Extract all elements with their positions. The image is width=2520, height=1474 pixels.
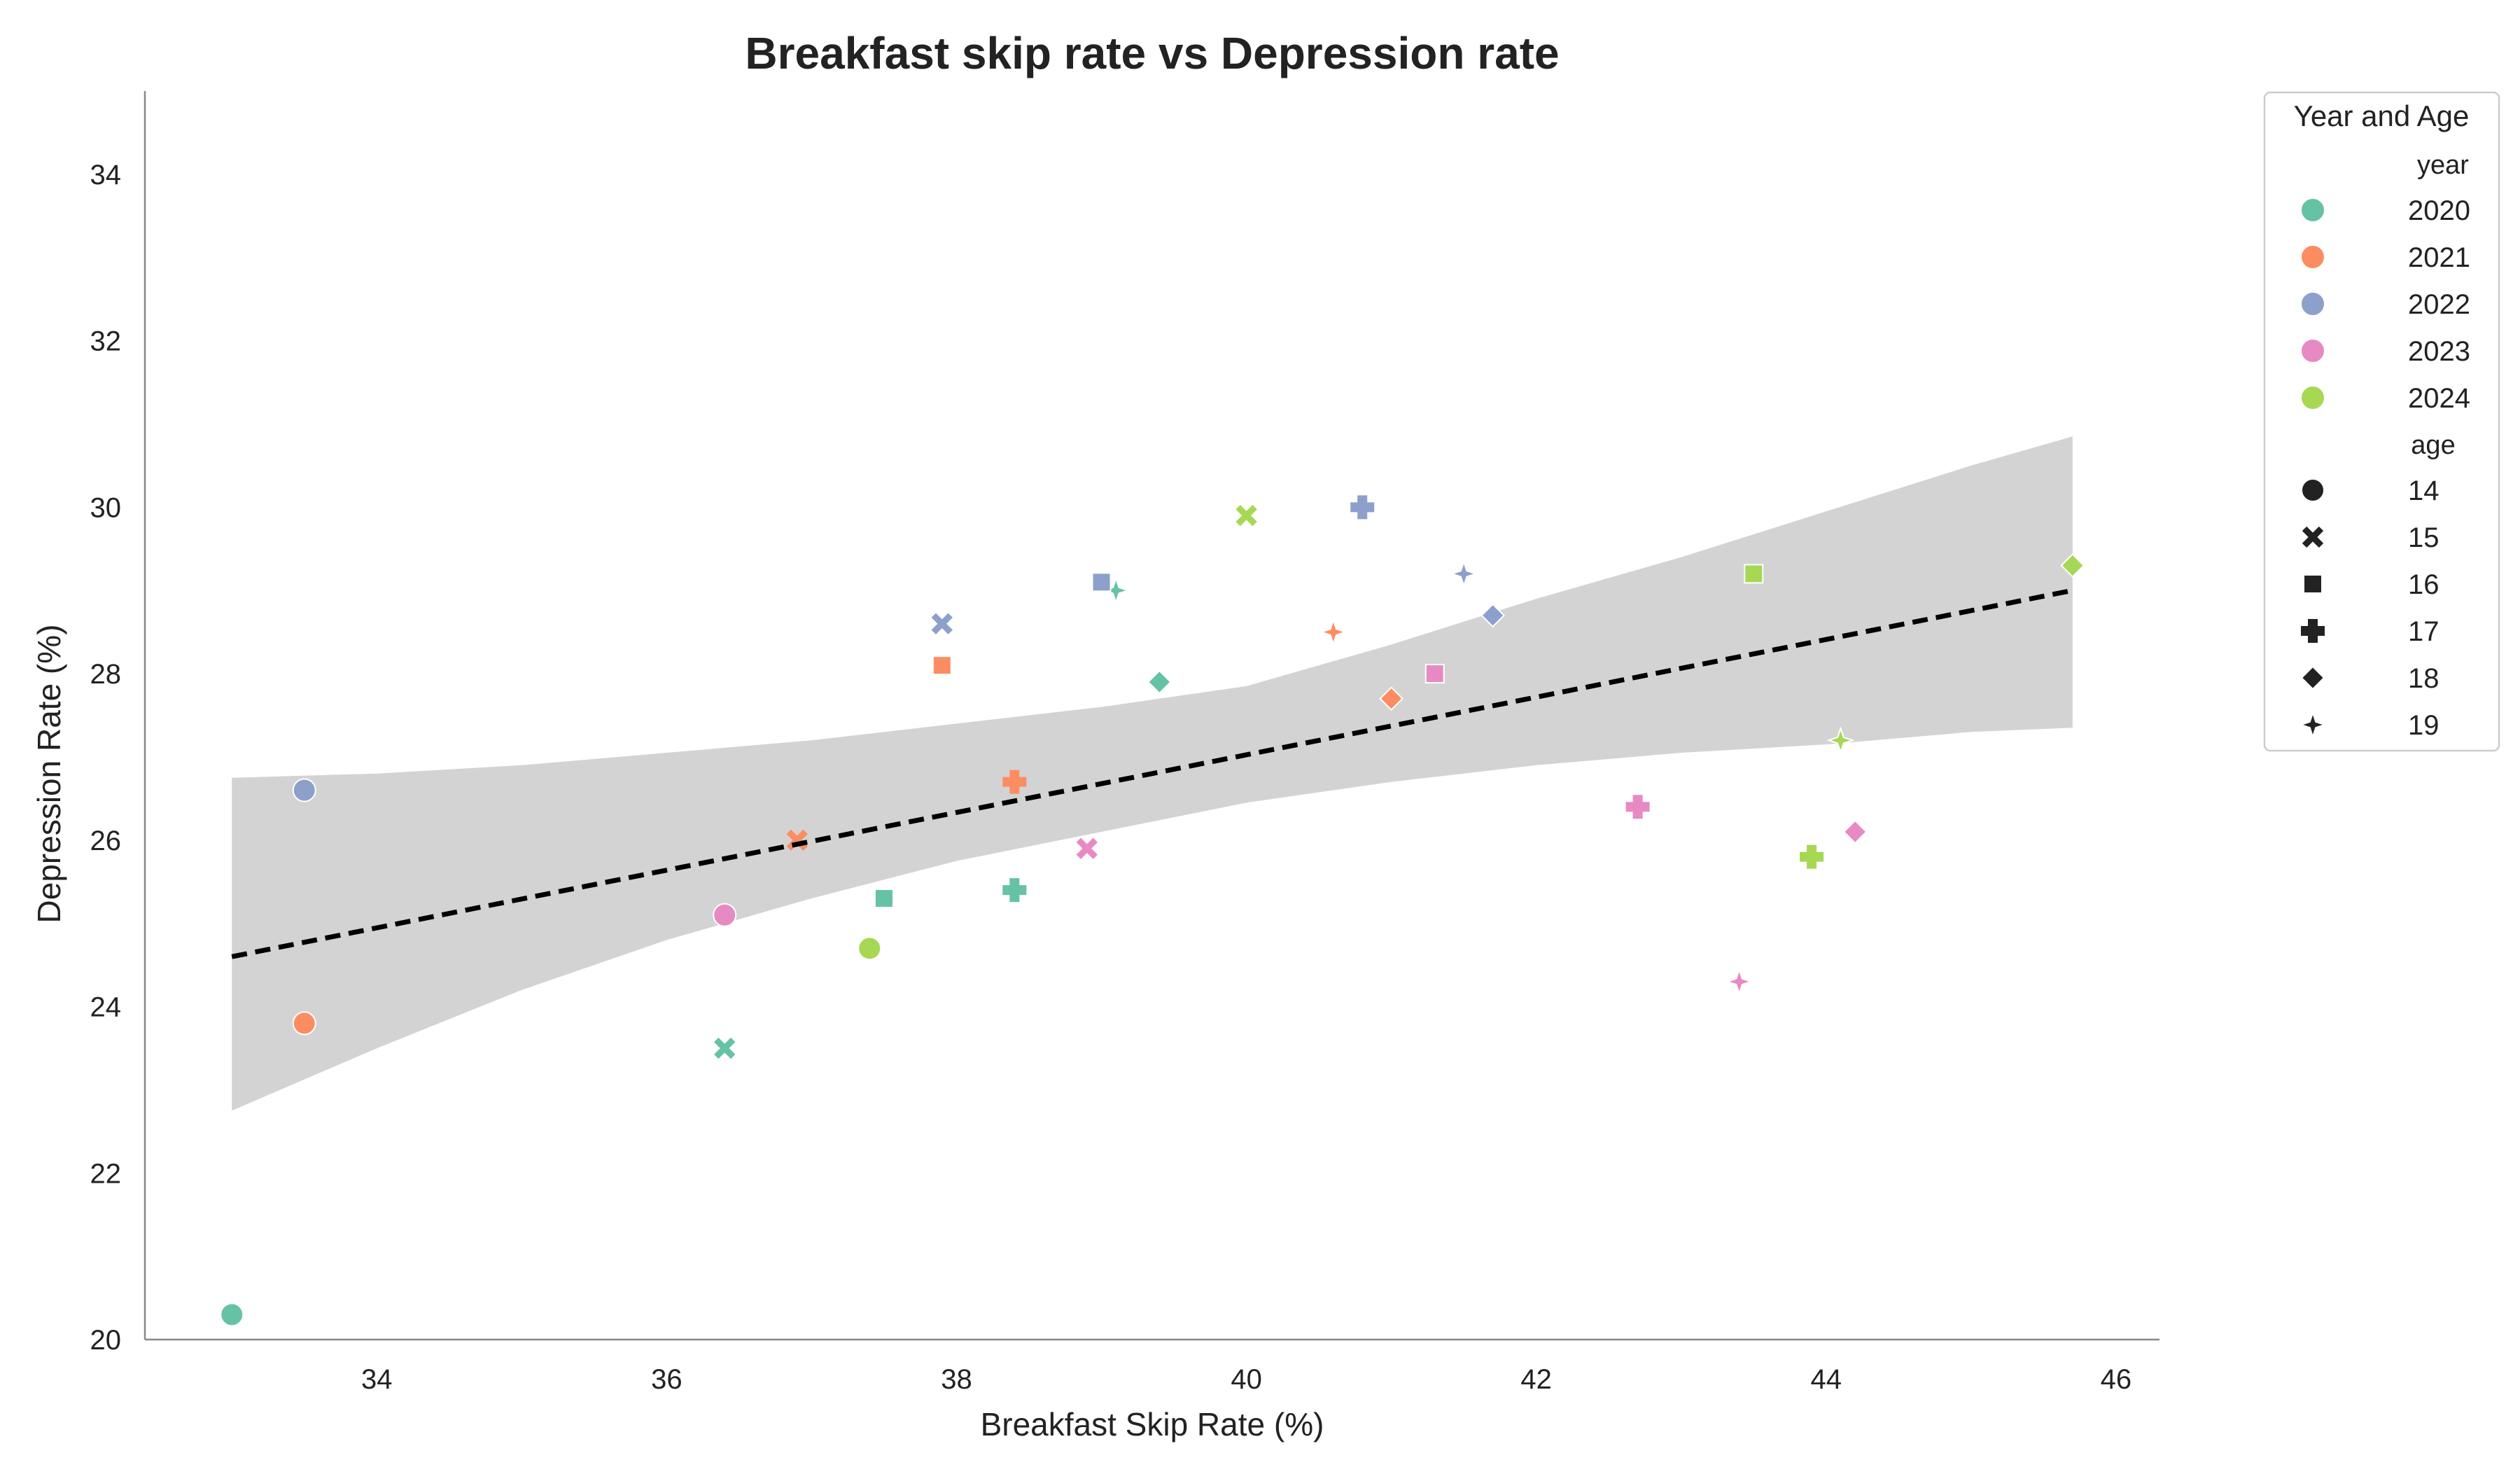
legend-year-label: 2020 — [2408, 195, 2470, 226]
legend-age-label: 14 — [2408, 475, 2440, 506]
data-point-2020-age-16 — [874, 889, 894, 909]
legend-year-label: 2021 — [2408, 242, 2470, 273]
data-point-2023-age-17 — [1625, 795, 1650, 819]
x-axis-label: Breakfast Skip Rate (%) — [981, 1406, 1324, 1442]
data-point-2022-age-16 — [1091, 572, 1112, 592]
y-tick-label: 32 — [90, 326, 122, 357]
data-point-2024-age-19 — [1826, 726, 1855, 755]
x-stroke — [931, 613, 953, 634]
y-tick-label: 34 — [90, 160, 122, 190]
x-stroke — [1236, 505, 1257, 527]
x-tick-label: 40 — [1231, 1364, 1262, 1395]
data-point-2021-age-17 — [1002, 770, 1027, 794]
data-point-2023-age-18 — [1842, 819, 1868, 844]
data-point-2024-age-14 — [858, 936, 882, 961]
data-point-2022-age-15 — [931, 613, 953, 634]
x-stroke — [1076, 837, 1098, 859]
data-point-2021-age-15 — [786, 829, 808, 851]
y-tick-label: 26 — [90, 826, 122, 856]
y-tick-label: 28 — [90, 659, 122, 690]
x-tick-label: 42 — [1520, 1364, 1552, 1395]
legend-year-swatch — [2300, 338, 2325, 363]
y-tick-label: 22 — [90, 1158, 122, 1189]
data-point-2022-age-18 — [1480, 603, 1505, 628]
data-point-2020-age-15 — [714, 1037, 736, 1059]
legend-age-marker — [2298, 710, 2328, 739]
regression-line-path — [231, 587, 2073, 959]
legend-year-heading: year — [2417, 151, 2469, 180]
data-point-2024-age-16 — [1744, 564, 1764, 584]
data-point-2022-age-17 — [1350, 495, 1375, 520]
y-tick-label: 30 — [90, 492, 122, 523]
regression-line — [231, 587, 2073, 959]
legend-age-label: 17 — [2408, 616, 2440, 647]
data-point-2022-age-19 — [1450, 559, 1478, 588]
x-tick-label: 34 — [361, 1364, 393, 1395]
x-stroke — [2302, 526, 2324, 548]
legend-age-marker — [2301, 619, 2325, 643]
data-point-2021-age-16 — [932, 655, 952, 676]
data-point-2021-age-19 — [1319, 618, 1348, 646]
y-tick-label: 24 — [90, 992, 122, 1023]
data-point-2022-age-14 — [292, 778, 316, 802]
x-stroke — [786, 829, 808, 851]
data-point-2024-age-18 — [2060, 553, 2085, 578]
data-point-2023-age-15 — [1076, 837, 1098, 859]
x-tick-label: 46 — [2101, 1364, 2132, 1395]
data-point-2021-age-14 — [292, 1011, 316, 1036]
legend-age-heading: age — [2411, 431, 2455, 460]
x-tick-label: 38 — [941, 1364, 972, 1395]
axes: 34 36 38 40 42 44 46 20 22 24 26 28 30 32 34 — [90, 91, 2160, 1395]
data-point-2024-age-15 — [1236, 505, 1257, 527]
x-tick-label: 36 — [651, 1364, 682, 1395]
legend: Year and Age year 2020 2021 2022 2023 2024 age 1… — [2263, 91, 2500, 752]
data-point-2021-age-18 — [1379, 686, 1404, 711]
legend-year-swatch — [2300, 291, 2325, 317]
legend-age-label: 16 — [2408, 569, 2440, 600]
legend-age-label: 19 — [2408, 710, 2440, 741]
legend-age-label: 18 — [2408, 663, 2440, 694]
data-point-2023-age-14 — [713, 903, 737, 927]
legend-age-marker — [2301, 478, 2325, 502]
legend-age-marker — [2300, 665, 2325, 690]
legend-year-swatch — [2300, 385, 2325, 410]
legend-title: Year and Age — [2294, 99, 2470, 132]
y-axis-label: Depression Rate (%) — [31, 625, 67, 924]
legend-year-swatch — [2300, 197, 2325, 223]
data-point-2023-age-16 — [1424, 664, 1445, 684]
data-point-2020-age-14 — [220, 1302, 244, 1327]
data-point-2023-age-19 — [1725, 967, 1754, 996]
data-points — [220, 495, 2085, 1327]
x-stroke — [714, 1037, 736, 1059]
legend-age-marker — [2302, 526, 2324, 548]
legend-year-swatch — [2300, 244, 2325, 270]
y-tick-label: 20 — [90, 1325, 122, 1356]
legend-frame — [2263, 91, 2500, 752]
legend-year-label: 2024 — [2408, 383, 2470, 414]
legend-year-label: 2022 — [2408, 289, 2470, 320]
legend-year-label: 2023 — [2408, 336, 2470, 367]
legend-age-label: 15 — [2408, 522, 2440, 553]
legend-age-marker — [2303, 574, 2323, 594]
x-tick-label: 44 — [1811, 1364, 1842, 1395]
data-point-2024-age-17 — [1800, 844, 1824, 869]
data-point-2020-age-18 — [1147, 669, 1172, 695]
chart-title: Breakfast skip rate vs Depression rate — [745, 28, 1559, 78]
data-point-2020-age-17 — [1002, 878, 1027, 903]
